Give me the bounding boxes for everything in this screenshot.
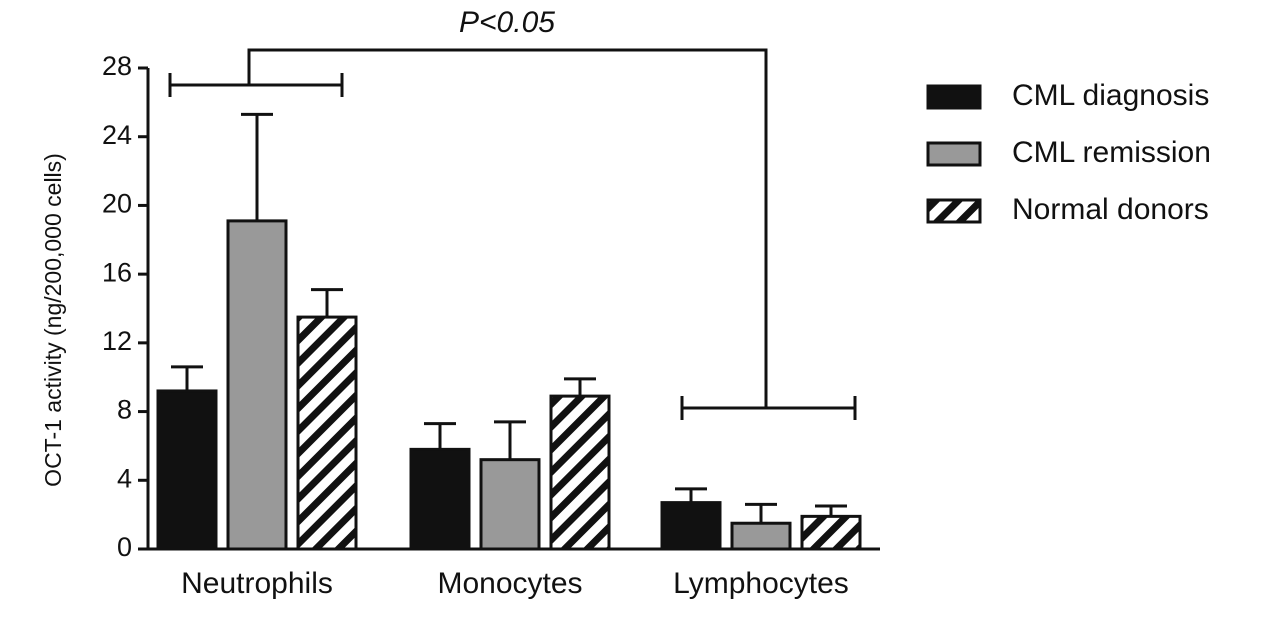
bar bbox=[479, 458, 541, 551]
x-tick-label: Neutrophils bbox=[181, 567, 333, 600]
bar bbox=[156, 389, 218, 551]
y-tick-label: 24 bbox=[102, 120, 132, 150]
bar bbox=[226, 219, 288, 551]
y-tick-label: 4 bbox=[117, 463, 132, 493]
bar bbox=[296, 315, 358, 551]
y-tick-label: 28 bbox=[102, 51, 132, 81]
legend-label: Normal donors bbox=[1012, 193, 1209, 226]
y-tick-label: 12 bbox=[102, 326, 132, 356]
bar bbox=[730, 521, 792, 551]
bar bbox=[660, 501, 722, 551]
x-tick-label: Monocytes bbox=[437, 567, 582, 600]
legend-swatch bbox=[926, 141, 982, 167]
y-tick-label: 20 bbox=[102, 189, 132, 219]
bar bbox=[409, 447, 471, 551]
legend-swatch bbox=[926, 198, 982, 224]
y-tick-label: 8 bbox=[117, 395, 132, 425]
significance-label: P<0.05 bbox=[459, 6, 555, 39]
legend-label: CML remission bbox=[1012, 136, 1211, 169]
significance-bracket bbox=[168, 48, 857, 420]
bar bbox=[549, 394, 611, 551]
legend-label: CML diagnosis bbox=[1012, 79, 1209, 112]
bar bbox=[800, 514, 862, 551]
legend-swatch bbox=[926, 84, 982, 110]
y-axis-label: OCT-1 activity (ng/200,000 cells) bbox=[40, 153, 66, 487]
y-tick-label: 16 bbox=[102, 257, 132, 287]
x-tick-label: Lymphocytes bbox=[673, 567, 849, 600]
y-tick-label: 0 bbox=[117, 532, 132, 562]
